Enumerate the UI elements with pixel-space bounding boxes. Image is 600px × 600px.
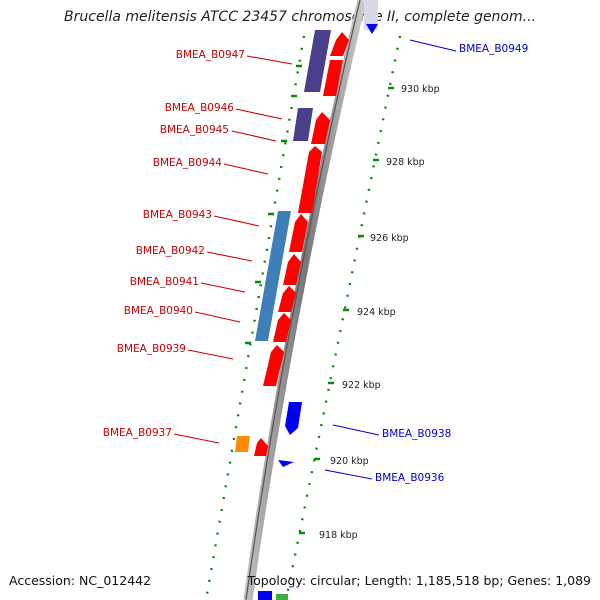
operon-block bbox=[255, 211, 291, 341]
gene-label-left[interactable]: BMEA_B0941 bbox=[130, 276, 199, 288]
gene-forward-arrow bbox=[254, 438, 268, 456]
chromosome-backbone bbox=[243, 0, 367, 600]
gene-label-left[interactable]: BMEA_B0944 bbox=[153, 157, 223, 169]
gene-label-left[interactable]: BMEA_B0946 bbox=[165, 102, 235, 114]
backbone-ring bbox=[243, 0, 367, 600]
operon-block-upper bbox=[304, 30, 331, 92]
scale-label: 922 kbp bbox=[342, 380, 381, 391]
gene-partial bbox=[364, 0, 378, 30]
right-gene-labels: BMEA_B0949 BMEA_B0938 BMEA_B0936 bbox=[375, 43, 528, 484]
bottom-features bbox=[258, 591, 288, 600]
leader-line bbox=[332, 424, 380, 436]
left-gene-labels: BMEA_B0947 BMEA_B0946 BMEA_B0945 BMEA_B0… bbox=[103, 49, 245, 439]
accession-text: Accession: NC_012442 bbox=[9, 573, 152, 588]
gene-label-right[interactable]: BMEA_B0949 bbox=[459, 43, 528, 55]
top-features bbox=[364, 0, 378, 34]
operon-block-lower bbox=[293, 108, 313, 141]
gene-forward-arrow bbox=[311, 112, 330, 144]
scale-label: 926 kbp bbox=[370, 233, 409, 244]
gene-reverse-small bbox=[278, 460, 294, 467]
scale-ticks bbox=[299, 86, 394, 535]
map-title: Brucella melitensis ATCC 23457 chromosom… bbox=[64, 9, 536, 25]
gene-forward-arrow bbox=[298, 146, 322, 213]
feature-orange-block bbox=[235, 436, 250, 452]
gene-reverse-arrow bbox=[366, 24, 378, 34]
gene-partial bbox=[258, 591, 272, 600]
gene-label-right[interactable]: BMEA_B0938 bbox=[382, 428, 451, 440]
scale-label: 920 kbp bbox=[330, 456, 369, 467]
leader-line bbox=[231, 130, 277, 142]
operon-blue bbox=[255, 211, 291, 341]
gene-forward-arrow bbox=[263, 345, 284, 386]
leader-line bbox=[173, 433, 220, 444]
gene-label-left[interactable]: BMEA_B0937 bbox=[103, 427, 172, 439]
scale-label: 918 kbp bbox=[319, 530, 358, 541]
gene-forward-arrow bbox=[330, 32, 349, 56]
scale-labels: 930 kbp 928 kbp 926 kbp 924 kbp 922 kbp … bbox=[319, 84, 440, 541]
scale-label: 924 kbp bbox=[357, 307, 396, 318]
scale-label: 930 kbp bbox=[401, 84, 440, 95]
leader-line bbox=[235, 108, 283, 120]
leader-line bbox=[206, 251, 253, 262]
leader-line bbox=[200, 282, 246, 293]
gene-label-right[interactable]: BMEA_B0936 bbox=[375, 472, 445, 484]
right-leader-lines bbox=[324, 39, 457, 480]
leader-line bbox=[246, 55, 293, 65]
operon-purple bbox=[293, 30, 331, 141]
orange-feature bbox=[235, 436, 250, 452]
gene-forward-arrow bbox=[283, 254, 301, 285]
gene-forward-body bbox=[323, 60, 343, 96]
gene-forward-arrow bbox=[273, 313, 291, 342]
inner-major-ticks bbox=[245, 64, 302, 345]
left-leader-lines bbox=[173, 55, 293, 444]
gene-label-left[interactable]: BMEA_B0940 bbox=[124, 305, 193, 317]
leader-line bbox=[324, 469, 373, 480]
leader-line bbox=[187, 349, 234, 360]
gene-label-left[interactable]: BMEA_B0945 bbox=[160, 124, 229, 136]
leader-line bbox=[194, 311, 241, 323]
gene-label-left[interactable]: BMEA_B0943 bbox=[143, 209, 212, 221]
gene-label-left[interactable]: BMEA_B0947 bbox=[176, 49, 245, 61]
scale-label: 928 kbp bbox=[386, 157, 425, 168]
reverse-genes bbox=[278, 402, 302, 467]
leader-line bbox=[409, 39, 457, 52]
backbone-edge bbox=[245, 0, 361, 600]
gene-forward-arrow bbox=[289, 214, 308, 252]
gene-label-left[interactable]: BMEA_B0939 bbox=[117, 343, 186, 355]
gene-partial bbox=[276, 594, 288, 600]
gene-label-left[interactable]: BMEA_B0942 bbox=[136, 245, 205, 257]
genome-summary-text: Topology: circular; Length: 1,185,518 bp… bbox=[247, 573, 591, 588]
leader-line bbox=[223, 163, 269, 175]
leader-line bbox=[213, 215, 260, 227]
gene-forward-arrow bbox=[278, 286, 296, 312]
gene-reverse-arrow bbox=[285, 402, 302, 435]
forward-genes bbox=[254, 32, 349, 456]
